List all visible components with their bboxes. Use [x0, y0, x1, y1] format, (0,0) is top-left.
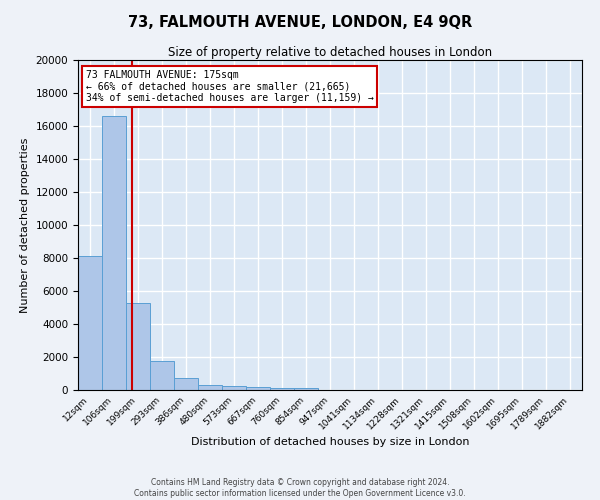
Bar — [198, 384, 222, 390]
Bar — [270, 388, 294, 390]
Title: Size of property relative to detached houses in London: Size of property relative to detached ho… — [168, 46, 492, 59]
X-axis label: Distribution of detached houses by size in London: Distribution of detached houses by size … — [191, 436, 469, 446]
Bar — [246, 387, 270, 390]
Text: 73 FALMOUTH AVENUE: 175sqm
← 66% of detached houses are smaller (21,665)
34% of : 73 FALMOUTH AVENUE: 175sqm ← 66% of deta… — [86, 70, 373, 103]
Bar — [78, 256, 102, 390]
Y-axis label: Number of detached properties: Number of detached properties — [20, 138, 30, 312]
Bar — [126, 302, 150, 390]
Bar — [150, 361, 174, 390]
Text: 73, FALMOUTH AVENUE, LONDON, E4 9QR: 73, FALMOUTH AVENUE, LONDON, E4 9QR — [128, 15, 472, 30]
Text: Contains HM Land Registry data © Crown copyright and database right 2024.
Contai: Contains HM Land Registry data © Crown c… — [134, 478, 466, 498]
Bar — [174, 378, 198, 390]
Bar — [294, 388, 318, 390]
Bar — [222, 386, 246, 390]
Bar — [102, 116, 126, 390]
